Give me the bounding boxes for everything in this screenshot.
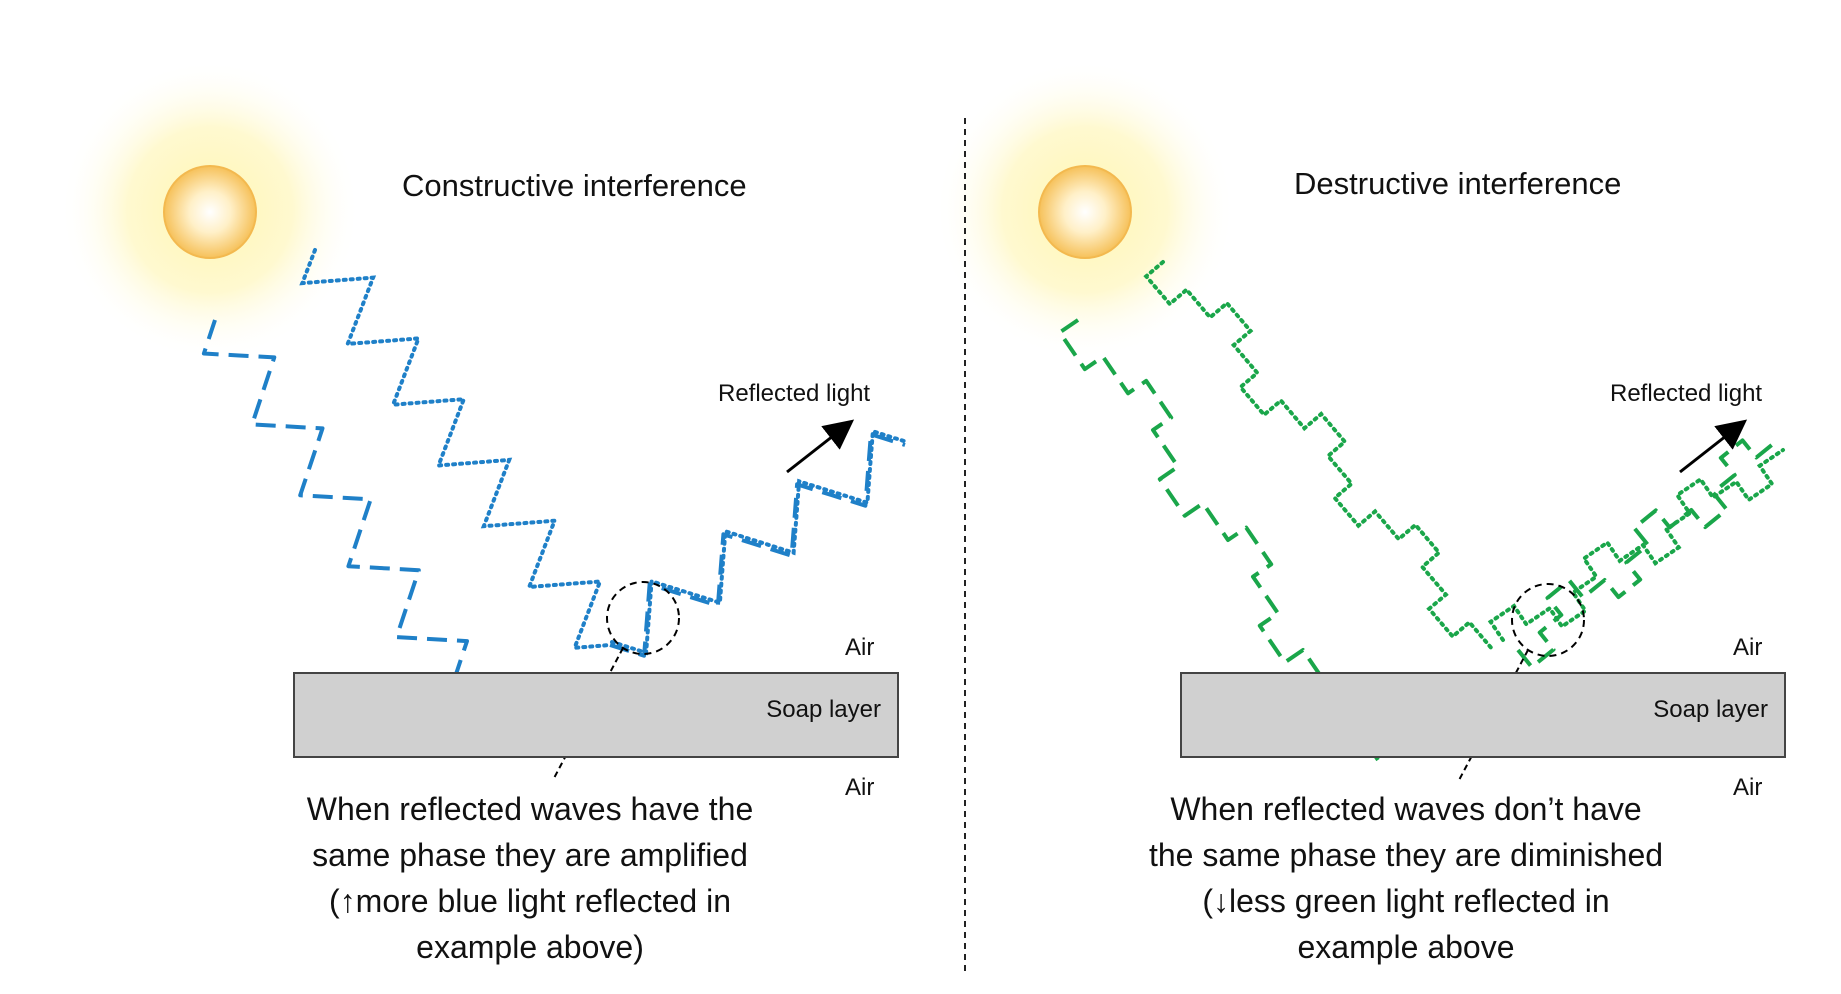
incoming-wave-dashed [201,319,481,712]
reflected-wave-dotted [610,428,909,656]
right-caption-line-4: example above [1297,929,1515,965]
left-panel-graphics [60,60,909,781]
left-title: Constructive interference [402,168,747,203]
phase-highlight-circle [606,581,680,655]
left-caption-line-1: When reflected waves have the [306,791,754,827]
left-reflected-light-label: Reflected light [718,380,871,407]
reflected-wave-dashed [609,432,906,658]
reflected-light-arrow-icon [1679,419,1748,474]
right-caption-line-3: (↓less green light reflected in [1202,883,1610,919]
left-air-bottom-label: Air [845,774,875,801]
left-caption: When reflected waves have the same phase… [230,786,830,970]
right-title: Destructive interference [1294,166,1622,201]
reflected-light-arrow-icon [786,419,855,474]
right-soap-label: Soap layer [1653,696,1768,723]
reflected-wave-dotted [1487,448,1785,642]
left-caption-line-4: example above) [416,929,644,965]
incoming-wave-dotted [299,248,612,651]
reflected-wave-dashed [1516,438,1780,670]
left-caption-line-3: (↑more blue light reflected in [329,883,731,919]
right-soap-layer: Soap layer [1180,672,1786,758]
left-soap-layer: Soap layer [293,672,899,758]
incoming-wave-dotted [1143,260,1495,652]
sun-icon [163,165,257,259]
left-soap-label: Soap layer [766,696,881,723]
right-caption: When reflected waves don’t have the same… [1106,786,1706,970]
right-caption-line-2: the same phase they are diminished [1148,837,1664,873]
left-air-top-label: Air [845,634,875,661]
right-panel-graphics [935,60,1785,783]
phase-highlight-circle [1511,583,1585,657]
right-caption-line-1: When reflected waves don’t have [1170,791,1642,827]
right-reflected-light-label: Reflected light [1610,380,1763,407]
right-air-bottom-label: Air [1733,774,1763,801]
left-caption-line-2: same phase they are amplified [312,837,748,873]
sun-icon [1038,165,1132,259]
right-air-top-label: Air [1733,634,1763,661]
